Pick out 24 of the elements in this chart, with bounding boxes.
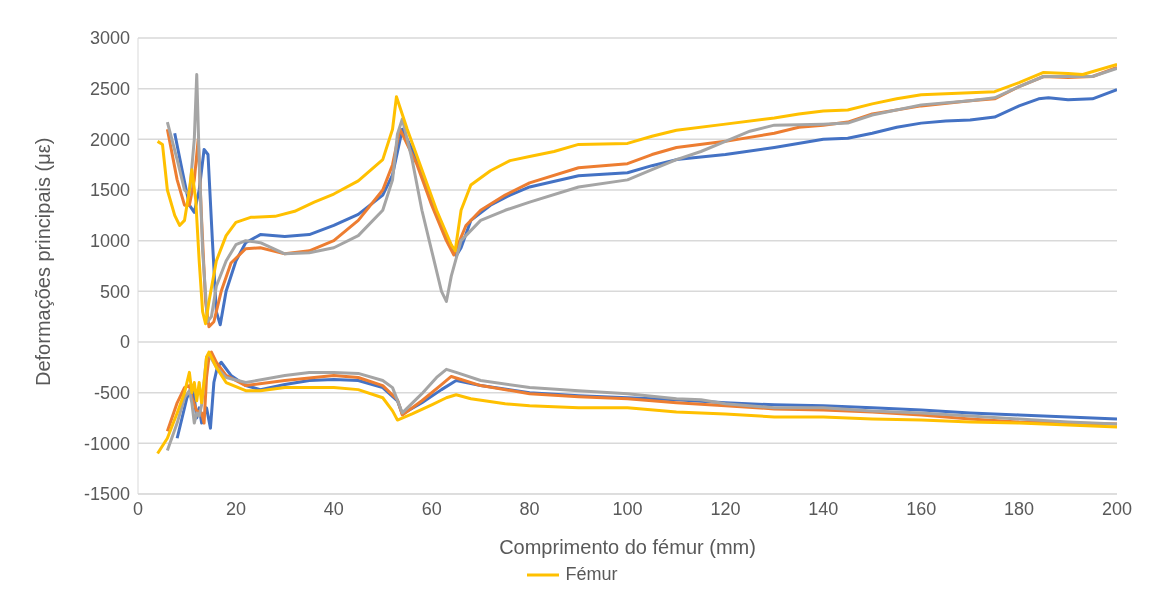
- x-tick-label: 200: [1101, 498, 1133, 519]
- x-tick-label: 180: [1004, 498, 1035, 519]
- y-axis-title: Deformações principais (με): [32, 137, 55, 386]
- y-tick-label: -500: [93, 383, 130, 404]
- y-tick-label: -1500: [83, 484, 130, 505]
- x-tick-label: 60: [421, 498, 442, 519]
- x-tick-label: 80: [519, 498, 540, 519]
- x-tick-label: 140: [808, 498, 839, 519]
- y-tick-label: 3000: [89, 28, 130, 49]
- y-tick-label: 1500: [89, 180, 130, 201]
- legend-label: Fémur: [564, 564, 618, 585]
- y-tick-label: 0: [119, 332, 130, 353]
- y-tick-label: 2000: [89, 129, 130, 150]
- x-tick-label: 100: [612, 498, 643, 519]
- x-tick-label: 40: [323, 498, 344, 519]
- x-tick-label: 20: [225, 498, 246, 519]
- y-tick-label: 2500: [89, 79, 130, 100]
- x-axis-title: Comprimento do fémur (mm): [499, 536, 756, 558]
- x-tick-label: 120: [710, 498, 741, 519]
- y-tick-label: 1000: [89, 231, 130, 252]
- x-tick-label: 0: [132, 498, 144, 519]
- y-tick-label: -1000: [83, 433, 130, 454]
- y-tick-label: 500: [99, 281, 130, 302]
- x-tick-label: 160: [906, 498, 937, 519]
